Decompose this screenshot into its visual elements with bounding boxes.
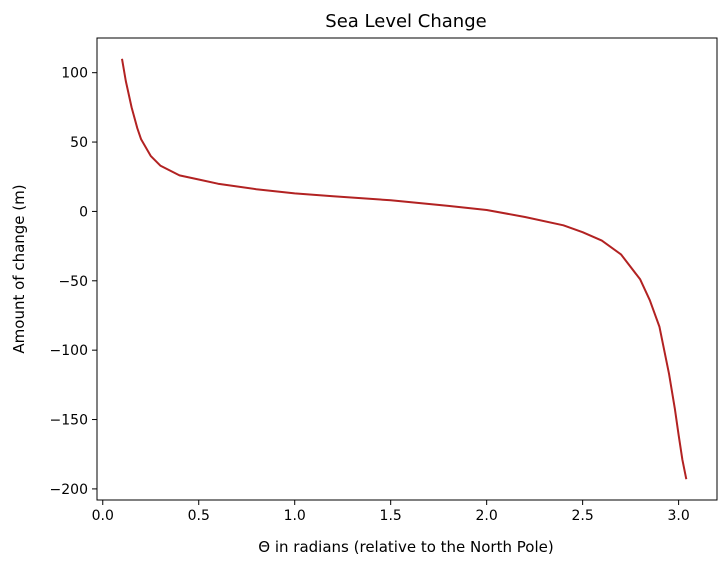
- y-axis-ticks: 100 50 0 −50 −100 −150 −200: [50, 66, 97, 498]
- x-tick-label: 3.0: [667, 508, 689, 524]
- y-tick-label: −200: [50, 482, 88, 498]
- x-axis-ticks: 0.0 0.5 1.0 1.5 2.0 2.5 3.0: [92, 500, 690, 524]
- plot-area-frame: [96, 37, 718, 501]
- y-tick-label: −150: [50, 413, 88, 429]
- y-tick-label: −100: [50, 343, 88, 359]
- x-tick-label: 2.0: [476, 508, 498, 524]
- x-axis-title: Θ in radians (relative to the North Pole…: [258, 538, 553, 556]
- series-line-1: [121, 58, 688, 480]
- y-tick-label: 100: [61, 66, 88, 82]
- y-tick-label: 50: [70, 135, 88, 151]
- x-tick-label: 1.0: [284, 508, 306, 524]
- chart-title: Sea Level Change: [325, 11, 486, 32]
- x-tick-label: 0.5: [188, 508, 210, 524]
- x-tick-label: 2.5: [572, 508, 594, 524]
- y-axis-title: Amount of change (m): [10, 184, 28, 353]
- y-tick-label: 0: [79, 204, 88, 220]
- series-layer: [121, 58, 688, 480]
- x-tick-label: 0.0: [92, 508, 114, 524]
- x-tick-label: 1.5: [380, 508, 402, 524]
- y-tick-label: −50: [58, 274, 88, 290]
